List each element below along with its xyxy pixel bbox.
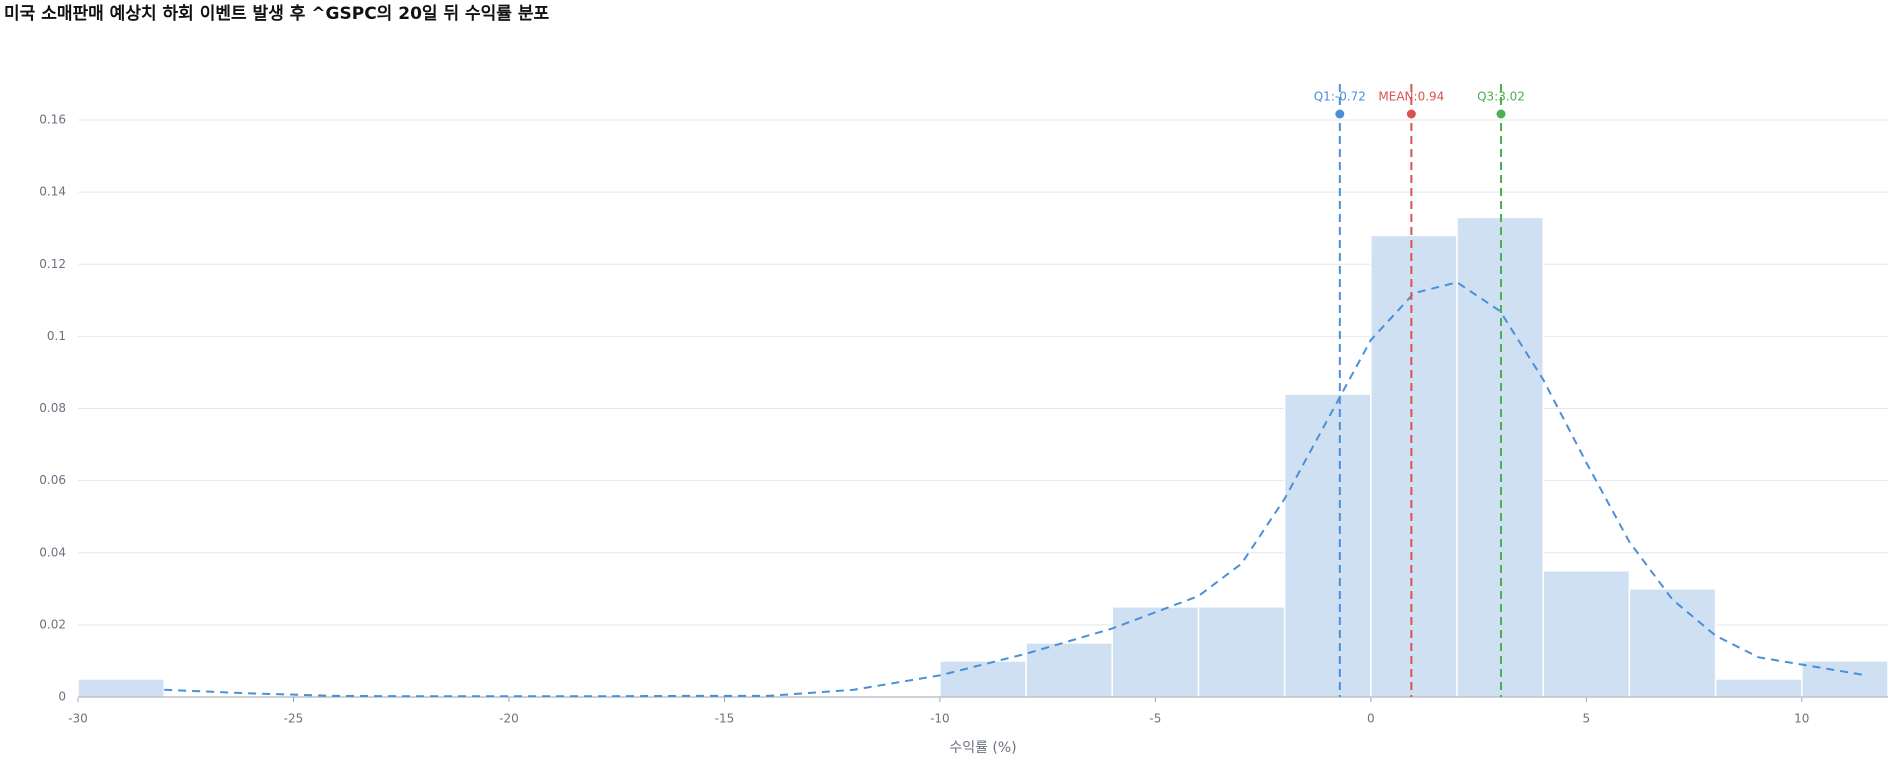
bar: [1628, 588, 1717, 698]
y-tick-label: 0.08: [39, 401, 66, 415]
x-tick-label: -15: [715, 712, 735, 726]
bar: [77, 678, 165, 698]
marker-label: Q1:-0.72: [1314, 90, 1366, 104]
y-tick-label: 0.06: [39, 473, 66, 487]
y-tick-label: 0.04: [39, 545, 66, 559]
bar: [939, 660, 1027, 698]
y-tick-label: 0.12: [39, 257, 66, 271]
bar: [1283, 393, 1372, 698]
bar: [1197, 606, 1286, 698]
marker-dot: [1406, 109, 1416, 119]
y-tick-label: 0.1: [47, 329, 66, 343]
x-tick-label: 10: [1794, 712, 1809, 726]
y-tick-label: 0.16: [39, 113, 66, 127]
x-tick-label: -30: [68, 712, 88, 726]
bar: [1714, 678, 1803, 698]
x-tick-label: -25: [284, 712, 304, 726]
kde-line: [164, 281, 1867, 698]
bar: [1370, 234, 1458, 698]
marker-dot: [1335, 109, 1345, 119]
marker-dot: [1496, 109, 1506, 119]
x-tick-label: -5: [1149, 712, 1161, 726]
marker-label: Q3:3.02: [1477, 90, 1525, 104]
bar: [1456, 216, 1544, 698]
x-tick-label: -10: [930, 712, 950, 726]
marker-label: MEAN:0.94: [1378, 90, 1444, 104]
x-tick-label: 0: [1367, 712, 1375, 726]
bar: [1025, 642, 1114, 698]
chart-title: 미국 소매판매 예상치 하회 이벤트 발생 후 ^GSPC의 20일 뒤 수익률…: [4, 3, 549, 24]
bar: [1542, 570, 1631, 698]
y-tick-label: 0: [58, 690, 66, 704]
x-tick-label: 5: [1583, 712, 1591, 726]
x-tick-label: -20: [499, 712, 519, 726]
y-tick-label: 0.14: [39, 185, 66, 199]
x-axis-label: 수익률 (%): [949, 740, 1016, 756]
bar: [1111, 606, 1200, 698]
y-tick-label: 0.02: [39, 617, 66, 631]
